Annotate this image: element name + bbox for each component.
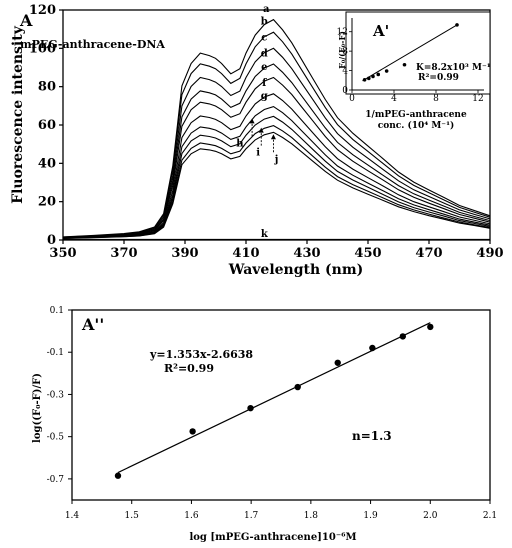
- data-point: [369, 344, 376, 352]
- x-tick-label: 1.7: [244, 511, 259, 521]
- y-tick-label: -0.5: [47, 433, 65, 443]
- x-tick-label: 2.1: [483, 511, 497, 521]
- spectrum-line-j: [62, 131, 491, 240]
- series-label: d: [261, 48, 268, 59]
- x-tick-label: 1.5: [125, 511, 140, 521]
- inset-y-tick-label: 12: [337, 28, 348, 38]
- panel-a-y-axis-label: Fluorescence intensity: [10, 25, 26, 204]
- series-label: f: [262, 78, 267, 89]
- series-arrowhead: [270, 134, 276, 140]
- data-point: [334, 359, 341, 366]
- data-point: [189, 428, 196, 435]
- series-label: a: [263, 4, 270, 15]
- series-label: j: [274, 154, 279, 165]
- inset-x-axis-label-line2: conc. (10⁴ M⁻¹): [378, 120, 455, 131]
- x-tick-label: 470: [415, 246, 442, 261]
- inset-data-point: [362, 78, 367, 82]
- inset-frame: [345, 11, 491, 95]
- series-label: b: [261, 17, 268, 28]
- panel-a-label: A: [19, 11, 33, 30]
- x-tick-label: 410: [232, 246, 259, 261]
- inset-x-tick-label: 4: [391, 94, 397, 104]
- y-tick-label: -0.1: [47, 348, 64, 358]
- series-label: h: [236, 138, 244, 149]
- panel-a-double-prime-y-axis-label: log((F₀-F)/F): [32, 373, 43, 443]
- x-tick-label: 450: [354, 246, 381, 261]
- spectrum-line-f: [62, 93, 491, 239]
- spectrum-line-a: [62, 18, 491, 238]
- inset-annotation-r2: R²=0.99: [418, 73, 459, 83]
- panel-a-double-prime-x-axis-label: log [mPEG-anthracene]10⁻⁶M: [189, 532, 356, 543]
- spectrum-line-g: [62, 105, 491, 239]
- y-tick-label: 80: [38, 80, 56, 95]
- spectrum-line-e: [62, 76, 491, 239]
- data-point: [294, 383, 301, 391]
- fit-equation: y=1.353x-2.6638: [149, 348, 253, 361]
- inset-x-tick-label: 8: [433, 94, 439, 104]
- inset-y-tick-label: 8: [342, 47, 348, 57]
- x-tick-label: 430: [293, 246, 320, 261]
- inset-fit-line: [362, 24, 458, 82]
- panel-a-double-prime-chart: 1.4 1.5 1.6 1.7 1.8 1.9 2.0 2.1 0.1 -0.1 -0.3 -0.5 -…: [47, 306, 498, 521]
- x-tick-label: 1.4: [65, 511, 80, 521]
- panel-a-title: mPEG-anthracene-DNA: [20, 38, 165, 51]
- inset-annotation-k: K=8.2x10³ M⁻¹: [416, 63, 491, 73]
- inset-x-tick-label: 0: [349, 94, 355, 104]
- data-point: [247, 404, 254, 412]
- inset-x-axis-label-line1: 1/mPEG-anthracene: [365, 110, 467, 120]
- inset-data-point: [402, 62, 407, 67]
- data-point: [114, 472, 122, 479]
- series-label: g: [261, 91, 268, 102]
- data-point: [427, 323, 434, 331]
- series-label: i: [256, 148, 260, 159]
- series-label: c: [261, 33, 267, 44]
- y-tick-label: -0.7: [47, 475, 65, 485]
- y-tick-label: -0.3: [47, 390, 65, 400]
- inset-data-point: [376, 72, 381, 77]
- panel-a-double-prime-label: A'': [81, 315, 104, 334]
- panel-a-double-prime-plot-frame: [71, 309, 491, 501]
- inset-data-point: [367, 76, 371, 81]
- y-tick-label: 100: [29, 41, 56, 56]
- series-label: k: [261, 229, 269, 240]
- fit-line: [117, 322, 431, 474]
- spectrum-line-i: [62, 125, 491, 239]
- y-tick-label: 0: [47, 233, 56, 248]
- y-tick-label: 120: [29, 3, 56, 18]
- series-arrowhead: [258, 127, 264, 133]
- y-tick-label: 0.1: [50, 306, 64, 316]
- x-tick-label: 370: [110, 246, 137, 261]
- x-tick-label: 490: [476, 246, 503, 261]
- inset-x-tick-label: 12: [472, 94, 483, 104]
- panel-a-x-axis-label: Wavelength (nm): [228, 262, 364, 278]
- y-tick-label: 40: [38, 156, 56, 171]
- fit-r2: R²=0.99: [164, 362, 214, 375]
- inset-data-point: [371, 74, 375, 79]
- y-tick-label: 60: [38, 118, 56, 133]
- series-label: e: [261, 62, 267, 73]
- x-tick-label: 390: [171, 246, 198, 261]
- inset-label: A': [372, 22, 389, 40]
- inset-data-point: [455, 23, 459, 27]
- inset-y-tick-label: 4: [342, 67, 348, 77]
- n-value-label: n=1.3: [352, 429, 392, 443]
- inset-y-tick-label: 0: [342, 86, 348, 96]
- y-tick-label: 20: [38, 195, 56, 210]
- data-point: [399, 333, 407, 340]
- inset-data-point: [384, 69, 389, 73]
- spectrum-line-c: [62, 47, 491, 238]
- spectrum-line-h: [62, 115, 491, 239]
- spectrum-line-b: [62, 31, 491, 238]
- x-tick-label: 2.0: [423, 511, 438, 521]
- x-tick-label: 350: [49, 246, 76, 261]
- x-tick-label: 1.6: [184, 511, 199, 521]
- inset-y-axis-label: F₀/(F₀-F): [337, 31, 347, 69]
- x-tick-label: 1.9: [363, 511, 378, 521]
- spectrum-line-d: [62, 63, 491, 239]
- series-arrowhead: [249, 118, 255, 124]
- x-tick-label: 1.8: [304, 511, 319, 521]
